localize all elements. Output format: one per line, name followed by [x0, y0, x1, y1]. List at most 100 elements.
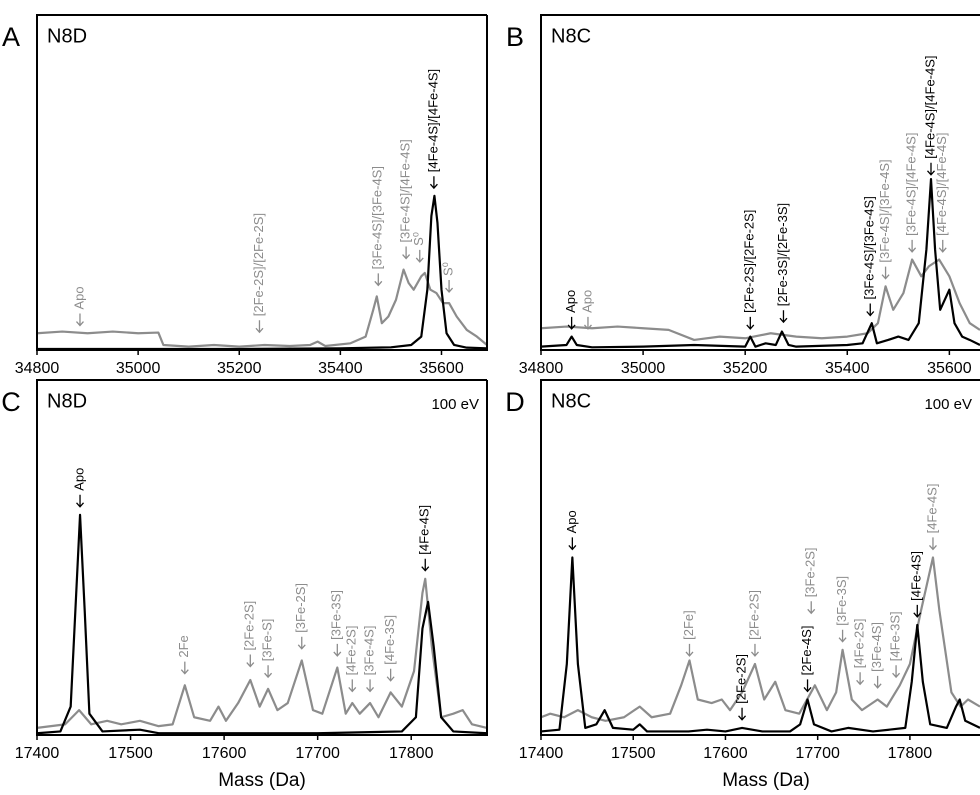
- annotation-label: [3Fe-3S]: [834, 576, 849, 626]
- panel-letter: A: [2, 22, 20, 52]
- annotation-arrow: [873, 675, 882, 689]
- x-axis-label: Mass (Da): [218, 770, 306, 791]
- panel-title: N8D: [47, 390, 87, 412]
- annotation-arrow: [76, 494, 85, 508]
- x-tick-label: 35200: [723, 360, 768, 377]
- annotation-arrow: [938, 239, 947, 253]
- annotation-label: [3Fe-4S]: [869, 622, 884, 672]
- annotation-arrow: [297, 636, 306, 650]
- annotation-arrow: [348, 679, 357, 693]
- annotation-arrow: [421, 558, 430, 572]
- annotation-arrow: [386, 668, 395, 682]
- annotation-arrow: [429, 176, 438, 190]
- annotation-arrow: [568, 537, 577, 551]
- annotation-label: [4Fe-4S]: [417, 505, 432, 555]
- annotation-label: Apo: [564, 510, 579, 533]
- annotation-label: Apo: [71, 468, 86, 491]
- panel-letter: C: [1, 387, 21, 417]
- panel-subtitle: 100 eV: [924, 396, 972, 413]
- panel-title: N8D: [47, 25, 87, 47]
- annotation-arrow: [583, 316, 592, 330]
- annotation-arrow: [807, 601, 816, 615]
- annotation-label: [3Fe-4S]: [361, 626, 376, 676]
- annotation-arrow: [180, 661, 189, 675]
- annotation-arrow: [838, 629, 847, 643]
- annotation-label: [2Fe-2S]: [242, 601, 257, 651]
- annotation-arrow: [738, 707, 747, 721]
- annotation-arrow: [445, 280, 454, 294]
- annotation-label: [3Fe-4S]/[4Fe-4S]: [398, 139, 413, 242]
- annotation-label: [2Fe-3S]/[2Fe-3S]: [775, 203, 790, 306]
- x-tick-label: 17400: [519, 745, 564, 762]
- x-tick-label: 17700: [795, 745, 840, 762]
- annotation-label: [2Fe-2S]: [746, 590, 761, 640]
- annotation-label: S⁰: [441, 262, 456, 276]
- x-tick-label: 17500: [611, 745, 656, 762]
- annotation-label: [3Fe-4S]/[3Fe-4S]: [877, 159, 892, 262]
- x-tick-label: 17800: [888, 745, 933, 762]
- x-tick-label: 35600: [927, 360, 972, 377]
- x-tick-label: 34800: [15, 360, 60, 377]
- panel-letter: B: [506, 22, 524, 52]
- annotation-arrow: [374, 273, 383, 287]
- annotation-arrow: [803, 679, 812, 693]
- annotation-arrow: [246, 654, 255, 668]
- annotation-label: [4Fe-3S]: [382, 615, 397, 665]
- annotation-label: [2Fe]: [681, 610, 696, 640]
- annotation-arrow: [881, 266, 890, 280]
- plot-frame: [540, 379, 980, 736]
- annotation-arrow: [415, 249, 424, 263]
- annotation-arrow: [927, 162, 935, 176]
- annotation-arrow: [750, 643, 759, 657]
- annotation-arrow: [779, 310, 788, 324]
- annotation-label: Apo: [563, 290, 578, 313]
- x-tick-label: 35600: [419, 360, 464, 377]
- x-tick-label: 35400: [318, 360, 363, 377]
- annotation-label: 2Fe: [176, 635, 191, 657]
- annotation-arrow: [928, 537, 937, 551]
- annotation-label: [4Fe-4S]/[4Fe-4S]: [934, 133, 949, 236]
- x-tick-label: 35400: [825, 360, 870, 377]
- annotation-arrow: [75, 313, 84, 327]
- annotation-label: [3Fe-S]: [260, 619, 275, 662]
- spectrum-line: [540, 178, 980, 349]
- annotation-label: [3Fe-2S]: [293, 583, 308, 633]
- annotation-arrow: [366, 679, 375, 693]
- annotation-arrow: [746, 316, 755, 330]
- annotation-label: Apo: [579, 290, 594, 313]
- annotation-label: [4Fe-2S]: [852, 618, 867, 668]
- annotation-label: [4Fe-4S]: [909, 551, 924, 601]
- annotation-label: [4Fe-2S]: [344, 626, 359, 676]
- spectrum-line: [36, 513, 488, 735]
- x-tick-label: 17600: [202, 745, 247, 762]
- annotation-label: [3Fe-2S]: [803, 547, 818, 597]
- annotation-label: [2Fe-4S]: [799, 626, 814, 676]
- annotation-arrow: [892, 665, 901, 679]
- annotation-label: [4Fe-4S]/[4Fe-4S]: [922, 55, 937, 158]
- annotation-arrow: [567, 316, 576, 330]
- annotation-label: [4Fe-4S]/[4Fe-4S]: [425, 69, 440, 172]
- annotation-label: [2Fe-2S]/[2Fe-2S]: [251, 213, 266, 316]
- annotation-label: [2Fe-2S]/[2Fe-2S]: [742, 210, 757, 313]
- annotation-label: [3Fe-4S]/[3Fe-4S]: [862, 196, 877, 299]
- annotation-label: [3Fe-3S]: [329, 590, 344, 640]
- plot-frame: [540, 14, 980, 351]
- annotation-label: [4Fe-4S]: [924, 484, 939, 534]
- panel-letter: D: [505, 387, 525, 417]
- spectrum-line: [36, 268, 488, 348]
- annotation-label: [3Fe-4S]/[3Fe-4S]: [370, 166, 385, 269]
- panel-title: N8C: [551, 390, 591, 412]
- spectrum-line: [37, 194, 488, 351]
- spectrum-line: [540, 258, 980, 342]
- annotation-arrow: [255, 320, 264, 334]
- x-tick-label: 17800: [389, 745, 434, 762]
- x-tick-label: 35200: [217, 360, 262, 377]
- annotation-arrow: [856, 672, 865, 686]
- spectrum-line: [540, 556, 980, 733]
- annotation-arrow: [264, 665, 273, 679]
- annotation-label: [3Fe-4S]/[4Fe-4S]: [904, 133, 919, 236]
- panel-title: N8C: [551, 25, 591, 47]
- annotation-arrow: [908, 239, 917, 253]
- annotation-arrow: [913, 604, 922, 618]
